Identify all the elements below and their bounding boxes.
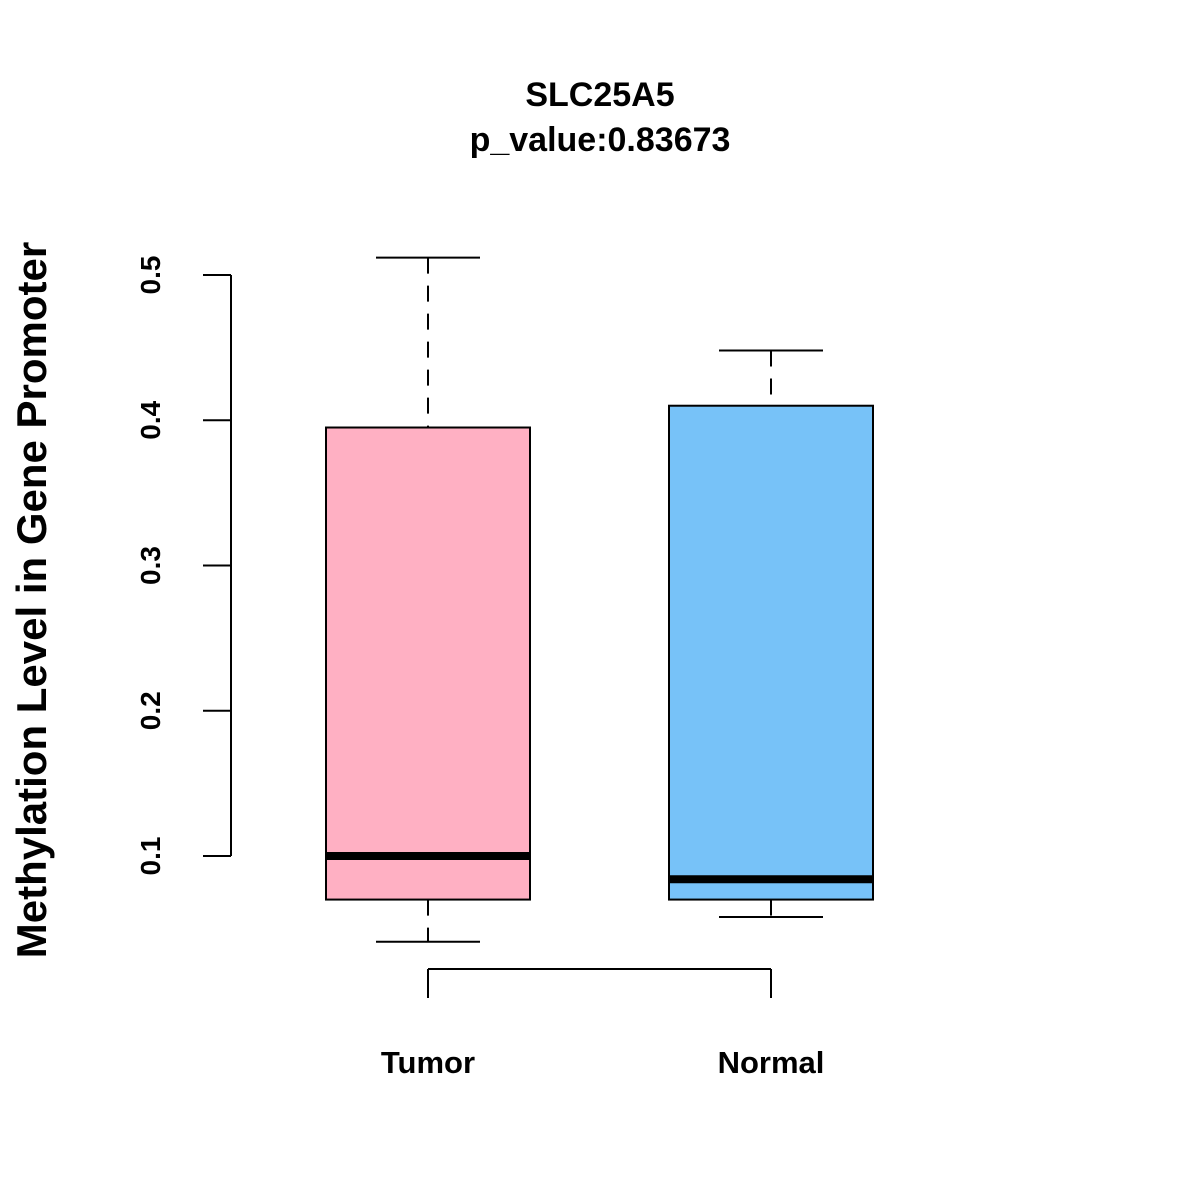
boxes [325, 256, 874, 943]
y-tick-label: 0.3 [135, 546, 166, 585]
box-body [668, 404, 874, 901]
chart-title: SLC25A5 [525, 76, 674, 114]
y-tick-label: 0.5 [135, 256, 166, 295]
y-axis-label: Methylation Level in Gene Promoter [8, 242, 55, 958]
x-tick-label: Tumor [381, 1045, 475, 1080]
x-tick-label: Normal [718, 1045, 825, 1080]
y-axis: 0.1 0.2 0.3 0.4 0.5 [135, 256, 232, 876]
box-normal [668, 349, 874, 919]
y-tick-label: 0.4 [135, 400, 166, 439]
y-tick-label: 0.1 [135, 837, 166, 876]
box-tumor [325, 256, 531, 943]
chart-subtitle: p_value:0.83673 [470, 121, 731, 159]
y-tick-label: 0.2 [135, 691, 166, 730]
box-body [325, 426, 531, 901]
x-axis: Tumor Normal [381, 968, 825, 1080]
